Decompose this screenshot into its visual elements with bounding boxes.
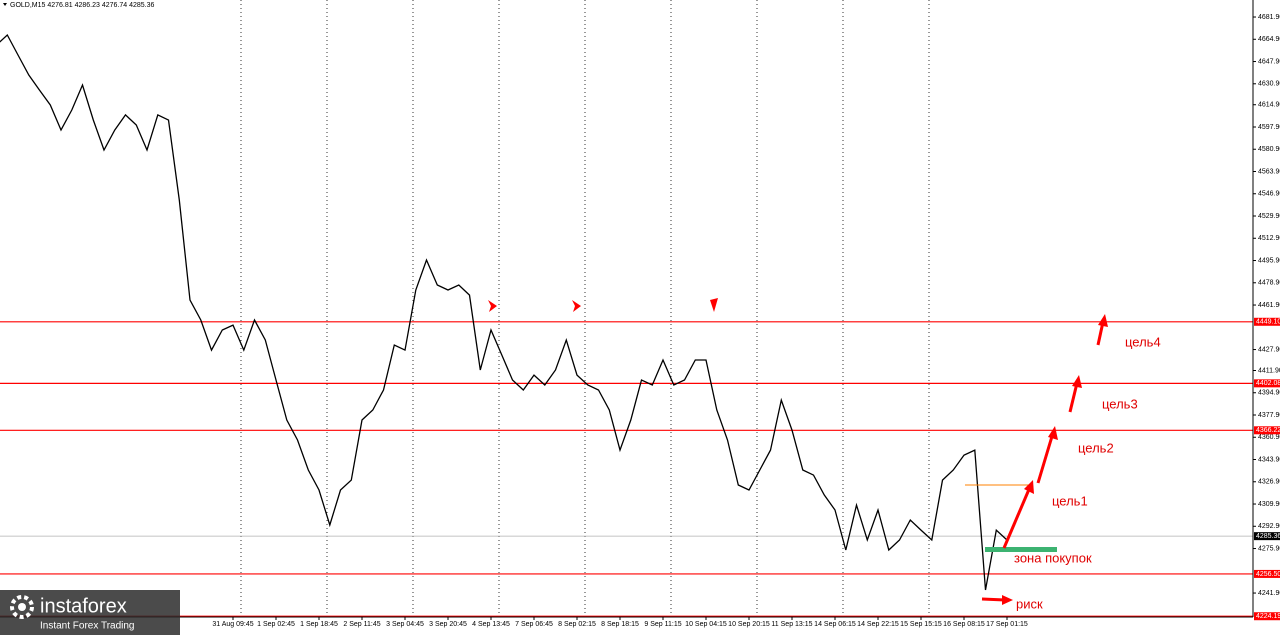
watermark-box	[0, 590, 180, 635]
annotation: зона покупок	[1014, 550, 1092, 565]
level-label-box	[1254, 612, 1280, 621]
x-tick-label: 1 Sep 02:45	[257, 621, 295, 628]
chart-title: GOLD,M15 4276.81 4286.23 4276.74 4285.36	[10, 2, 154, 9]
y-tick-label: 4411.90	[1258, 367, 1280, 374]
annotations	[488, 298, 1108, 605]
y-tick-label: 4461.90	[1258, 302, 1280, 309]
y-tick-label: 4563.90	[1258, 168, 1280, 175]
x-tick-label: 8 Sep 18:15	[601, 621, 639, 628]
watermark: instaforex Instant Forex Trading	[0, 590, 180, 635]
y-tick-label: 4478.90	[1258, 280, 1280, 287]
y-tick-label: 4546.90	[1258, 191, 1280, 198]
marker	[710, 298, 718, 312]
y-tick-label: 4343.90	[1258, 456, 1280, 463]
price-line	[0, 33, 1008, 591]
arrow-head	[1098, 314, 1108, 327]
x-tick-label: 9 Sep 11:15	[644, 621, 681, 628]
level-label-box	[1254, 426, 1280, 435]
last-price-label: 4285.36	[1256, 533, 1280, 540]
level-label: 4224.19	[1256, 613, 1280, 620]
slogan: Instant Forex Trading	[40, 621, 135, 632]
arrow-head	[1048, 426, 1058, 440]
y-tick-label: 4427.90	[1258, 346, 1280, 353]
y-tick-label: 4360.90	[1258, 434, 1280, 441]
x-tick-label: 3 Sep 20:45	[429, 621, 467, 628]
x-tick-label: 31 Aug 09:45	[212, 621, 253, 628]
last-price-box	[1254, 532, 1280, 541]
x-tick-label: 2 Sep 11:45	[343, 621, 380, 628]
y-tick-label: 4580.90	[1258, 146, 1280, 153]
x-tick-label: 10 Sep 04:15	[685, 621, 727, 628]
x-tick-label: 15 Sep 15:15	[900, 621, 942, 628]
brand: instaforex	[40, 595, 127, 617]
arrow-head	[1002, 595, 1013, 605]
x-tick-label: 3 Sep 04:45	[386, 621, 424, 628]
level-label: 4256.50	[1256, 571, 1280, 578]
y-tick-label: 4394.90	[1258, 390, 1280, 397]
logo	[18, 603, 26, 611]
annotation: риск	[1016, 596, 1043, 611]
level-label-box	[1254, 569, 1280, 578]
y-tick-label: 4377.90	[1258, 412, 1280, 419]
y-tick-label: 4275.90	[1258, 545, 1280, 552]
x-tick-label: 7 Sep 06:45	[515, 621, 553, 628]
arrow	[1036, 432, 1055, 484]
level-label-box	[1254, 379, 1280, 388]
logo	[10, 595, 34, 619]
arrow	[981, 597, 1006, 602]
x-tick-label: 14 Sep 22:15	[857, 621, 899, 628]
annotation: цель3	[1102, 396, 1138, 411]
y-tick-label: 4241.90	[1258, 590, 1280, 597]
y-tick-label: 4647.90	[1258, 58, 1280, 65]
y-tick-label: 4529.90	[1258, 213, 1280, 220]
y-tick-label: 4630.90	[1258, 81, 1280, 88]
y-tick-label: 4495.90	[1258, 257, 1280, 264]
marker	[572, 300, 581, 312]
x-tick-label: 11 Sep 13:15	[771, 621, 812, 628]
y-tick-label: 4614.90	[1258, 102, 1280, 109]
x-tick-label: 16 Sep 08:15	[943, 621, 985, 628]
x-tick-label: 8 Sep 02:15	[558, 621, 596, 628]
y-tick-label: 4664.90	[1258, 36, 1280, 43]
x-tick-label: 14 Sep 06:15	[814, 621, 856, 628]
annotation: цель1	[1052, 493, 1088, 508]
y-tick-label: 4326.90	[1258, 479, 1280, 486]
y-tick-label: 4597.90	[1258, 124, 1280, 131]
marker	[488, 300, 497, 312]
arrow-head	[1024, 480, 1034, 494]
plot	[0, 33, 1008, 591]
buy-zone	[985, 547, 1057, 552]
arrow-head	[1072, 375, 1082, 388]
level-label-box	[1254, 317, 1280, 326]
title-icon	[3, 3, 7, 6]
y-tick-label: 4292.90	[1258, 523, 1280, 530]
level-label: 4366.22	[1256, 427, 1280, 434]
y-tick-label: 4512.90	[1258, 235, 1280, 242]
x-tick-label: 10 Sep 20:15	[728, 621, 770, 628]
x-tick-label: 1 Sep 18:45	[300, 621, 338, 628]
y-tick-label: 4309.90	[1258, 501, 1280, 508]
arrow	[1002, 486, 1032, 549]
level-label: 4449.10	[1256, 319, 1280, 326]
annotation: цель2	[1078, 440, 1114, 455]
y-tick-label: 4681.90	[1258, 14, 1280, 21]
x-tick-label: 17 Sep 01:15	[986, 621, 1028, 628]
annotation: цель4	[1125, 334, 1161, 349]
arrow	[1096, 321, 1105, 346]
x-tick-label: 4 Sep 13:45	[472, 621, 510, 628]
level-label: 4402.08	[1256, 380, 1280, 387]
arrow	[1068, 382, 1079, 413]
